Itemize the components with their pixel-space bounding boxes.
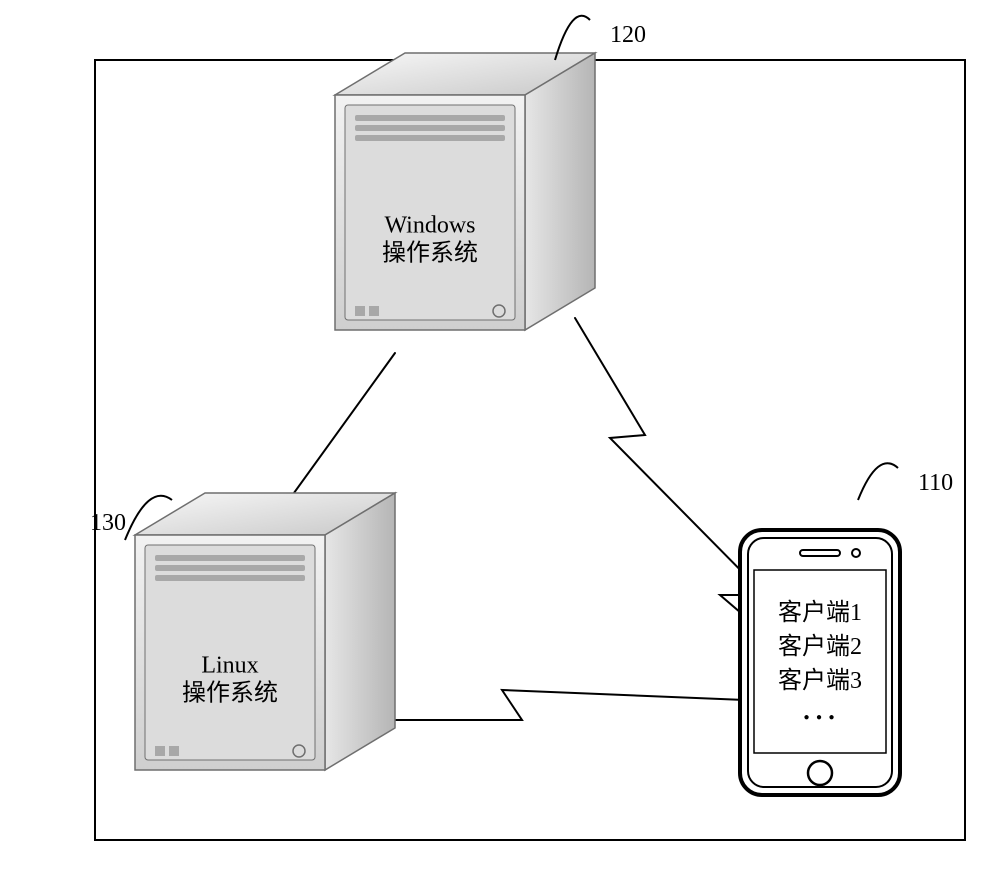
refnum-120: 120: [610, 22, 646, 48]
phone-label-line2: 客户端2: [778, 633, 862, 660]
server-windows-label-line2: 操作系统: [382, 240, 478, 267]
refnum-130: 130: [90, 510, 126, 536]
bolt-linux-to-phone: [390, 690, 745, 720]
server-linux: [135, 493, 395, 770]
phone-client: [740, 530, 900, 795]
server-linux-label-line1: Linux: [201, 653, 258, 679]
phone-label-line3: 客户端3: [778, 667, 862, 694]
server-windows: [335, 53, 595, 330]
phone-label-line1: 客户端1: [778, 599, 862, 626]
phone-label-ellipsis: ● ● ●: [803, 712, 836, 723]
server-windows-label-line1: Windows: [384, 213, 475, 239]
bolt-windows-to-phone: [575, 318, 765, 625]
server-linux-label-line2: 操作系统: [182, 680, 278, 707]
refnum-110: 110: [918, 470, 953, 496]
